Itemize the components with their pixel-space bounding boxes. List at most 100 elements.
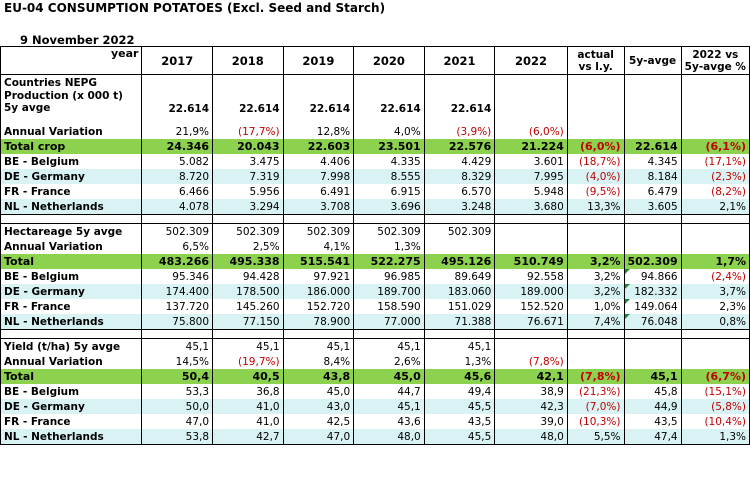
cell xyxy=(623,239,682,254)
cell: (17,1%) xyxy=(680,154,750,169)
cell: 502.309 xyxy=(623,254,682,269)
cell: 78.900 xyxy=(282,314,355,330)
sheet-title: EU-04 CONSUMPTION POTATOES (Excl. Seed a… xyxy=(4,1,386,15)
cell xyxy=(566,239,625,254)
cell: (6,0%) xyxy=(494,124,568,139)
cell: 4.406 xyxy=(282,154,355,169)
cell xyxy=(494,239,568,254)
cell xyxy=(494,214,568,224)
cell: 22.603 xyxy=(282,139,355,154)
cell: 38,9 xyxy=(494,384,568,399)
cell: (15,1%) xyxy=(680,384,750,399)
cell xyxy=(680,124,750,139)
row-label: BE - Belgium xyxy=(0,154,143,169)
cell: 53,8 xyxy=(141,429,214,445)
table-row: NL - Netherlands 75.800 77.150 78.900 77.000… xyxy=(0,314,750,330)
cell: 8.720 xyxy=(141,169,214,184)
cell: (9,5%) xyxy=(566,184,625,199)
cell: 45,1 xyxy=(353,399,425,414)
cell xyxy=(623,214,682,224)
cell: (6,7%) xyxy=(680,369,750,384)
cell xyxy=(353,329,425,339)
cell: 4.429 xyxy=(423,154,496,169)
cell xyxy=(353,116,425,124)
cell: 4,1% xyxy=(282,239,355,254)
cell xyxy=(141,214,214,224)
cell: 6.479 xyxy=(623,184,682,199)
cell xyxy=(566,354,625,369)
cell: 45,6 xyxy=(423,369,496,384)
cell: 4,0% xyxy=(353,124,425,139)
cell: 21.224 xyxy=(494,139,568,154)
cell xyxy=(680,239,750,254)
header-year-2021: 2021 xyxy=(423,46,496,75)
cell: 3.696 xyxy=(353,199,425,215)
cell: 43,5 xyxy=(623,414,682,429)
cell xyxy=(423,329,496,339)
cell xyxy=(680,354,750,369)
cell: (2,4%) xyxy=(680,269,750,284)
table-row xyxy=(0,329,750,339)
cell xyxy=(566,338,625,354)
table-row: Annual Variation 21,9% (17,7%) 12,8% 4,0% (3,… xyxy=(0,124,750,139)
cell: 45,1 xyxy=(141,338,214,354)
cell: 24.346 xyxy=(141,139,214,154)
cell: 3.601 xyxy=(494,154,568,169)
cell: 5.082 xyxy=(141,154,214,169)
cell: 1,3% xyxy=(423,354,496,369)
cell: 44,9 xyxy=(623,399,682,414)
table-row: BE - Belgium 95.346 94.428 97.921 96.985 89.6… xyxy=(0,269,750,284)
cell: 22.576 xyxy=(423,139,496,154)
cell xyxy=(282,329,355,339)
cell: (7,8%) xyxy=(566,369,625,384)
row-label: NL - Netherlands xyxy=(0,314,143,330)
cell: 14,5% xyxy=(141,354,214,369)
cell xyxy=(494,329,568,339)
cell: 1,3% xyxy=(353,239,425,254)
table-row: NL - Netherlands 4.078 3.294 3.708 3.696 3.24… xyxy=(0,199,750,215)
cell: 5,5% xyxy=(566,429,625,445)
cell: 50,0 xyxy=(141,399,214,414)
cell: 183.060 xyxy=(423,284,496,299)
cell xyxy=(566,74,625,90)
cell xyxy=(623,90,682,116)
row-label: DE - Germany xyxy=(0,399,143,414)
cell: 43,8 xyxy=(282,369,355,384)
cell: 189.000 xyxy=(494,284,568,299)
cell xyxy=(566,124,625,139)
cell xyxy=(282,214,355,224)
cell: (2,3%) xyxy=(680,169,750,184)
table-row: Hectareage 5y avge 502.309 502.309 502.309 5… xyxy=(0,223,750,239)
cell xyxy=(141,74,214,90)
cell: 174.400 xyxy=(141,284,214,299)
cell: 1,3% xyxy=(680,429,750,445)
cell: 42,3 xyxy=(494,399,568,414)
cell: 4.345 xyxy=(623,154,682,169)
row-label: Annual Variation xyxy=(0,354,143,369)
cell: 97.921 xyxy=(282,269,355,284)
row-label: Production (x 000 t) 5y avge xyxy=(0,90,143,116)
cell xyxy=(566,214,625,224)
cell: (10,4%) xyxy=(680,414,750,429)
cell: 7.995 xyxy=(494,169,568,184)
cell: (7,0%) xyxy=(566,399,625,414)
cell xyxy=(423,116,496,124)
cell: 5.956 xyxy=(212,184,284,199)
cell: 3,2% xyxy=(566,254,625,269)
cell: 6.915 xyxy=(353,184,425,199)
cell xyxy=(282,74,355,90)
table-row: Production (x 000 t) 5y avge 22.614 22.614… xyxy=(0,90,750,116)
cell: 522.275 xyxy=(353,254,425,269)
cell: 6.570 xyxy=(423,184,496,199)
row-label: Yield (t/ha) 5y avge xyxy=(0,338,143,354)
cell: 36,8 xyxy=(212,384,284,399)
table-row: Total 483.266 495.338 515.541 522.275 495.126… xyxy=(0,254,750,269)
cell xyxy=(623,338,682,354)
row-label: Hectareage 5y avge xyxy=(0,223,143,239)
table-row: FR - France 47,0 41,0 42,5 43,6 43,5 39,0 (10,3… xyxy=(0,414,750,429)
row-label: BE - Belgium xyxy=(0,269,143,284)
row-label: NL - Netherlands xyxy=(0,199,143,215)
header-year-2019: 2019 xyxy=(282,46,355,75)
cell xyxy=(680,90,750,116)
cell: 2,5% xyxy=(212,239,284,254)
